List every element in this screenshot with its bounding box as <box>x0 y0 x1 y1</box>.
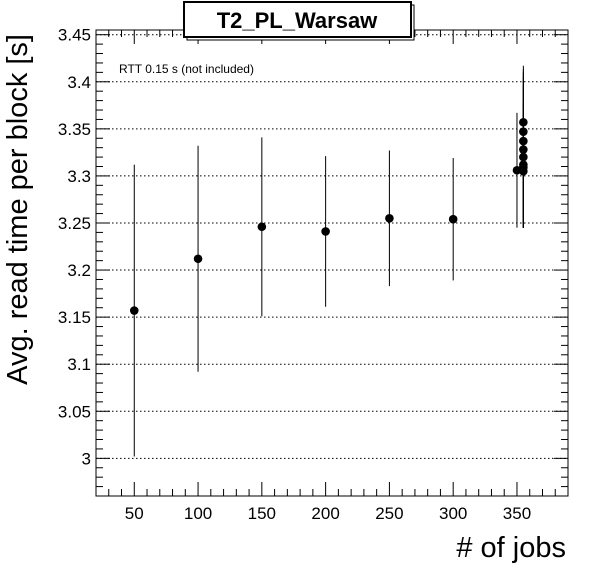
rtt-annotation: RTT 0.15 s (not included) <box>119 62 254 76</box>
y-axis-title: Avg. read time per block [s] <box>2 34 34 385</box>
y-tick-label: 3.15 <box>58 308 91 327</box>
tick-labels: 50 100 150 200 250 300 350 3 3.05 3.1 3.15 3.2 3.25 3… <box>58 26 531 523</box>
data-point <box>129 306 139 315</box>
chart-title: T2_PL_Warsaw <box>217 8 378 33</box>
y-tick-label: 3.4 <box>67 73 91 92</box>
x-tick-label: 150 <box>248 504 276 523</box>
x-tick-label: 100 <box>184 504 212 523</box>
data-point <box>448 214 458 224</box>
data-point <box>519 136 528 146</box>
data-point <box>519 145 528 154</box>
data-point <box>193 254 203 264</box>
title-box: T2_PL_Warsaw <box>183 1 415 41</box>
y-tick-label: 3.2 <box>67 261 91 280</box>
y-tick-label: 3.1 <box>67 355 91 374</box>
data-point <box>519 117 528 127</box>
y-tick-label: 3.25 <box>58 214 91 233</box>
x-axis-title: # of jobs <box>456 532 566 564</box>
x-tick-label: 250 <box>375 504 403 523</box>
data-point <box>321 227 330 236</box>
data-point <box>385 213 394 223</box>
x-tick-label: 200 <box>311 504 339 523</box>
grid-lines <box>96 34 568 459</box>
axis-ticks <box>95 30 569 497</box>
data-point <box>519 160 528 169</box>
y-tick-label: 3.05 <box>58 402 91 421</box>
x-tick-label: 300 <box>439 504 467 523</box>
y-tick-label: 3.3 <box>67 167 91 186</box>
data-point <box>519 127 528 136</box>
x-tick-label: 50 <box>125 504 144 523</box>
data-points <box>129 65 528 457</box>
x-tick-label: 350 <box>503 504 531 523</box>
y-tick-label: 3.35 <box>58 120 91 139</box>
y-tick-label: 3.45 <box>58 26 91 45</box>
data-point <box>257 222 267 232</box>
y-tick-label: 3 <box>82 449 91 468</box>
data-point <box>519 152 528 162</box>
